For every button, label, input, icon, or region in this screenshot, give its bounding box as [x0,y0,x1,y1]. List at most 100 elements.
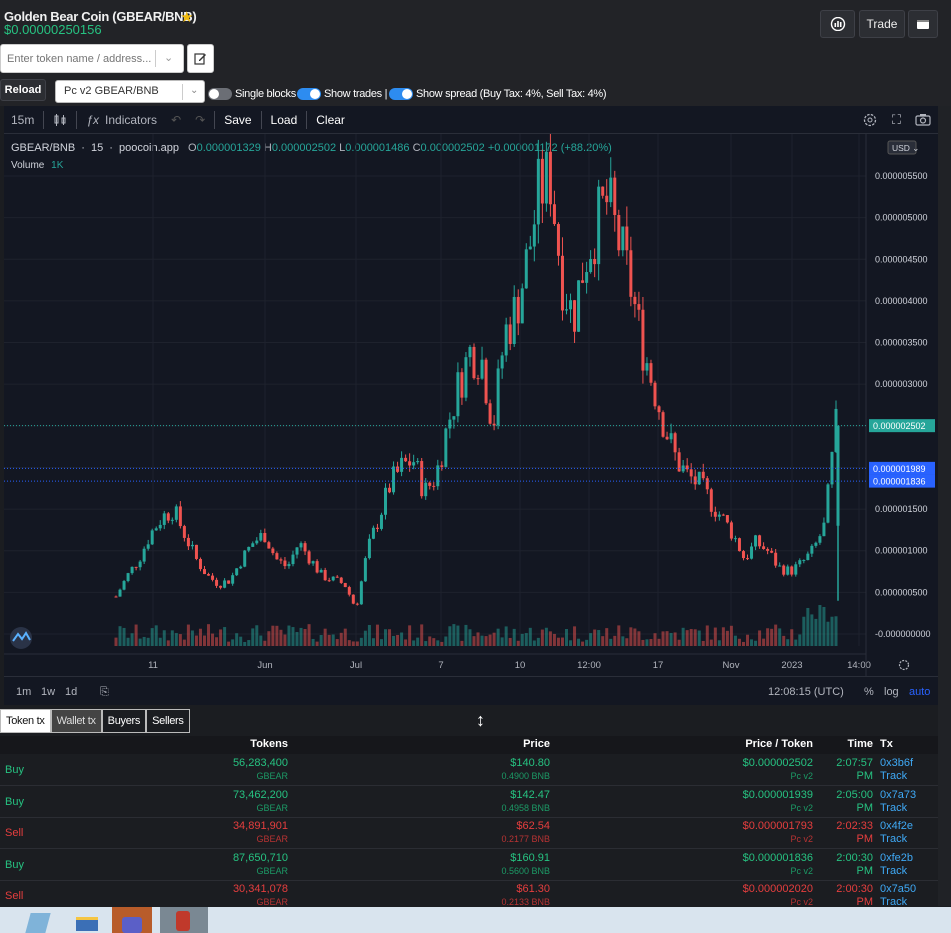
undo-button[interactable]: ↶ [171,112,182,127]
interval-button[interactable]: 15m [11,112,35,127]
fullscreen-icon[interactable]: ⛶ [891,111,901,127]
candle-body [697,471,701,485]
volume-bar [609,638,613,646]
candle-body [677,452,681,472]
volume-bar [705,625,709,646]
volume-bar [637,631,641,646]
goto-date-icon[interactable]: ⎘ [100,686,109,698]
tx-tabs: Token tx Wallet tx Buyers Sellers [0,709,190,733]
volume-bar [721,627,725,646]
favorite-star-icon[interactable]: ★ [180,9,194,26]
show-trades-toggle[interactable] [297,88,321,100]
candle-body [621,226,625,251]
y-tick-label: 0.000004000 [875,296,928,306]
tab-wallet-tx[interactable]: Wallet tx [50,709,102,733]
volume-bar [713,627,717,646]
tx-type: Sell [5,890,24,902]
chevron-down-icon[interactable]: ⌄ [164,52,174,64]
range-1w[interactable]: 1w [41,686,56,698]
volume-bar [778,628,782,646]
tab-buyers[interactable]: Buyers [101,709,147,733]
tx-hash-link[interactable]: 0xfe2b [880,851,914,864]
tx-price-per-token: $0.000001939 [742,788,813,801]
chart-canvas[interactable]: 0.000005500 0.000005000 0.000004500 0.00000… [4,134,938,676]
tab-token-tx[interactable]: Token tx [0,709,51,733]
candle-body [400,457,404,472]
chart-toggle-button[interactable] [820,10,855,38]
teams-icon[interactable] [112,907,152,933]
volume-bar [548,631,552,646]
volume-bar [810,614,814,646]
resize-handle-icon[interactable]: ↕ [476,710,485,730]
y-tick-label: 0.000005500 [875,171,928,181]
track-link[interactable]: Track [880,864,908,877]
candle-body [830,451,834,485]
range-1d[interactable]: 1d [65,686,78,698]
tx-hash-link[interactable]: 0x4f2e [880,820,914,832]
log-toggle[interactable]: log [884,686,899,698]
candle-body [766,549,770,551]
show-spread-toggle[interactable] [389,88,413,100]
track-link[interactable]: Track [880,896,908,908]
price-chart[interactable]: 15m ƒx Indicators ↶ ↷ Save Load Clear ⛶ G… [4,106,938,705]
candle-body [836,425,840,526]
save-button[interactable]: Save [224,112,252,127]
percent-toggle[interactable]: % [864,686,874,698]
volume-bar [436,640,440,646]
volume-bar [794,639,798,646]
range-1m[interactable]: 1m [16,686,32,698]
volume-bar [681,627,685,646]
load-button[interactable]: Load [270,112,298,127]
tx-hash-link[interactable]: 0x3b6f [880,757,914,769]
single-blocks-toggle[interactable] [208,88,232,100]
trade-button[interactable]: Trade [859,10,905,38]
app-icon[interactable] [160,907,208,933]
candle-body [371,527,375,539]
wallet-button[interactable] [908,10,938,38]
candle-body [693,476,697,485]
auto-toggle[interactable]: auto [909,686,931,698]
candle-body [476,378,480,380]
settings-gear-icon[interactable] [855,106,885,134]
tx-dex: Pc v2 [790,802,813,813]
search-input[interactable] [1,45,153,72]
tab-sellers[interactable]: Sellers [146,709,190,733]
track-link[interactable]: Track [880,770,908,782]
clear-button[interactable]: Clear [316,112,345,127]
volume-bar [158,637,162,646]
volume-bar [375,624,379,646]
volume-bar [428,636,432,646]
volume-bar [379,639,383,646]
redo-button[interactable]: ↷ [195,112,206,127]
edit-button[interactable] [187,44,214,73]
volume-bar [762,638,766,646]
tx-tokens: 34,891,901 [232,820,288,832]
camera-icon[interactable] [908,106,938,134]
volume-bar [581,641,585,646]
candle-body [263,533,267,543]
track-link[interactable]: Track [880,833,908,845]
candle-body [319,569,323,573]
token-search[interactable]: ⌄ [0,44,184,73]
candle-type-button[interactable] [46,106,74,134]
volume-bar [283,634,287,646]
file-explorer-icon[interactable] [76,917,98,931]
chart-bottom-bar: 1m 1w 1d ⎘ 12:08:15 (UTC) % log auto [4,676,938,705]
candle-body [114,596,118,598]
tx-hash-link[interactable]: 0x7a50 [880,883,917,895]
volume-bar [424,641,428,646]
volume-bar [790,629,794,646]
indicators-button[interactable]: ƒx Indicators [86,112,158,127]
candle-body [826,484,830,523]
pair-select[interactable]: Pc v2 GBEAR/BNB ⌄ [55,80,205,103]
candle-body [633,296,637,305]
candle-body [544,151,548,204]
volume-bar [585,639,589,646]
tx-dex: Pc v2 [790,834,813,844]
candle-body [158,524,162,529]
tx-hash-link[interactable]: 0x7a73 [880,788,917,801]
app-icon[interactable] [25,913,51,933]
volume-bar [693,629,697,646]
track-link[interactable]: Track [880,801,908,814]
reload-button[interactable]: Reload [0,79,46,101]
